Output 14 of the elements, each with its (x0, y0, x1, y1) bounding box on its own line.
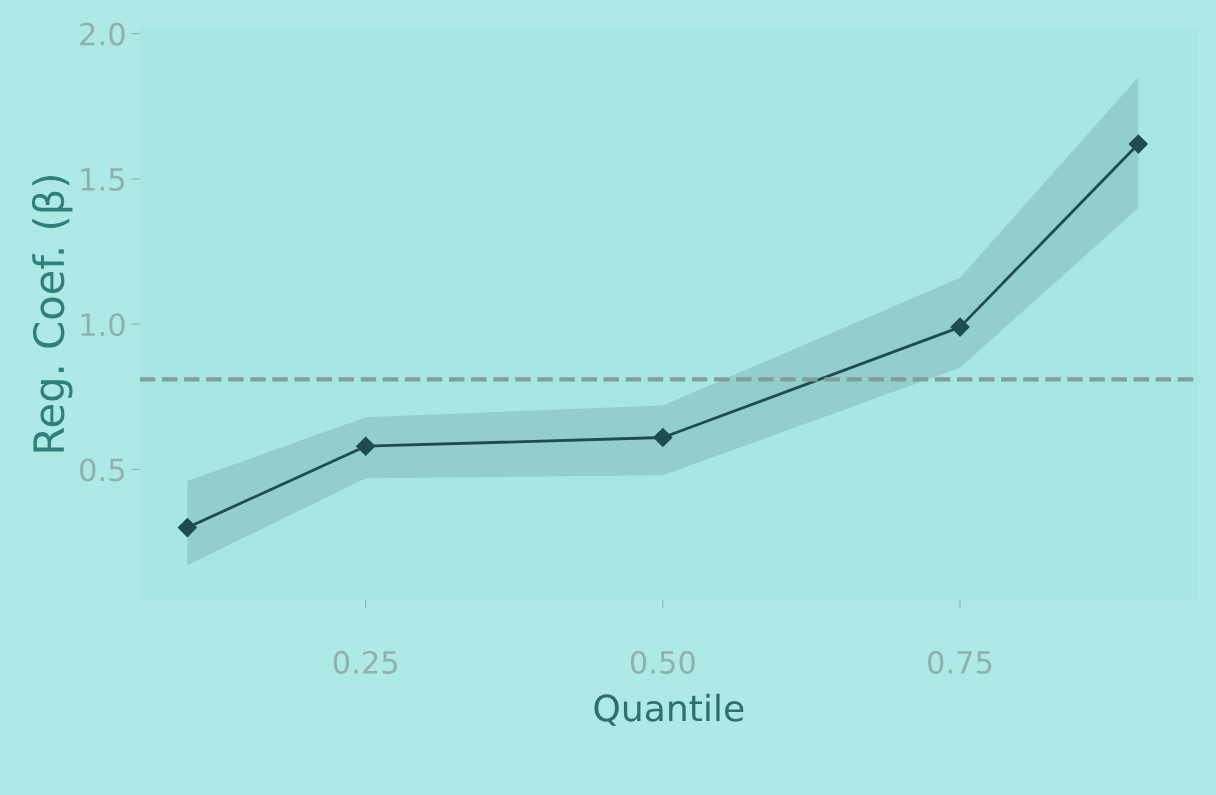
point (950, 317, 970, 337)
y-tick-label: 0.5 (80, 458, 124, 482)
x-tick-label: 0.25 (333, 650, 398, 674)
y-axis-title: Reg. Coef. (β) (31, 176, 73, 452)
point (653, 427, 673, 448)
y-tick-label: 1.5 (81, 168, 124, 191)
y-tick-label: 1.0 (81, 313, 125, 337)
point (177, 518, 197, 538)
x-tick-label: 0.50 (630, 650, 695, 674)
y-tick-label: 2.0 (80, 22, 125, 46)
point (1128, 134, 1148, 154)
point (356, 436, 376, 456)
x-tick-label: 0.75 (928, 650, 992, 674)
x-axis-title: Quantile (594, 693, 744, 726)
